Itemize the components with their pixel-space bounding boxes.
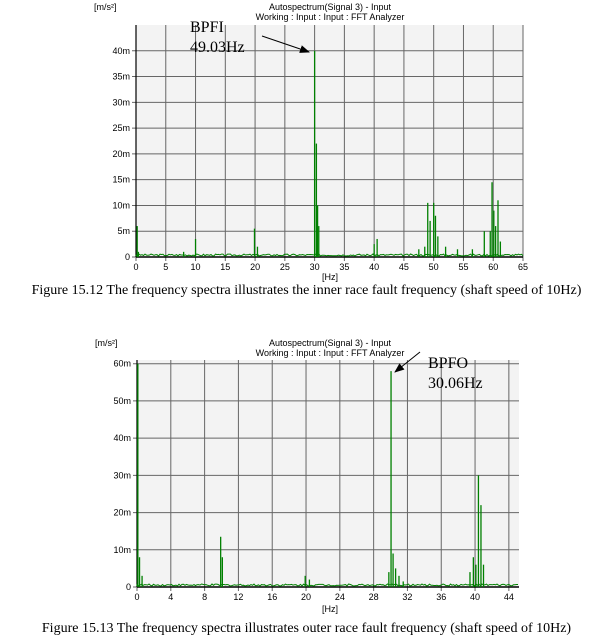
caption-figure-15-13: Figure 15.13 The frequency spectra illus…: [41, 621, 572, 636]
y-tick-label: 20m: [112, 149, 130, 159]
x-tick-label: 24: [335, 592, 345, 602]
chart-inner-race: 0 5 10 15 20 25 30 35 40 45 50 55 60 65 0 5m 10m 15m 20m 25…: [94, 2, 528, 282]
annotation-label: BPFO: [428, 355, 468, 372]
y-tick-label: 30m: [112, 97, 130, 107]
y-tick-label: 5m: [117, 226, 130, 236]
y-tick-label: 15m: [112, 175, 130, 185]
x-tick-label: 5: [163, 262, 168, 272]
y-tick-label: 50m: [113, 396, 131, 406]
x-tick-label: 15: [220, 262, 230, 272]
chart-title: Autospectrum(Signal 3) - Input: [269, 2, 392, 12]
x-tick-label: 40: [470, 592, 480, 602]
x-tick-label: 45: [399, 262, 409, 272]
y-tick-label: 35m: [112, 72, 130, 82]
plot-area: [136, 25, 523, 257]
x-tick-label: 8: [202, 592, 207, 602]
y-tick-label: 60m: [113, 359, 131, 369]
y-tick-label: 0: [125, 252, 130, 262]
annotation-label: BPFI: [190, 19, 224, 36]
y-tick-label: 10m: [112, 200, 130, 210]
x-tick-label: 55: [458, 262, 468, 272]
chart-subtitle: Working : Input : Input : FFT Analyzer: [256, 348, 405, 358]
y-tick-label: 20m: [113, 508, 131, 518]
y-tick-label: 40m: [113, 433, 131, 443]
x-axis-label: [Hz]: [322, 604, 338, 614]
x-tick-label: 44: [504, 592, 514, 602]
x-tick-label: 20: [301, 592, 311, 602]
x-tick-label: 20: [250, 262, 260, 272]
chart-outer-race: 0 4 8 12 16 20 24 28 32 36 40 44 0 10m 20m 30m 40m 50m 60m…: [95, 338, 519, 614]
plot-area: [137, 360, 519, 587]
annotation-frequency: 30.06Hz: [428, 375, 483, 392]
y-axis-label: [m/s²]: [94, 2, 117, 12]
x-axis-label: [Hz]: [322, 272, 338, 282]
y-tick-label: 0: [126, 582, 131, 592]
x-tick-label: 25: [280, 262, 290, 272]
x-tick-label: 10: [191, 262, 201, 272]
x-tick-label: 16: [267, 592, 277, 602]
x-tick-label: 35: [339, 262, 349, 272]
x-tick-label: 60: [488, 262, 498, 272]
caption-figure-15-12: Figure 15.12 The frequency spectra illus…: [31, 283, 582, 298]
x-tick-label: 4: [168, 592, 173, 602]
x-tick-label: 40: [369, 262, 379, 272]
x-tick-label: 30: [310, 262, 320, 272]
y-tick-label: 30m: [113, 470, 131, 480]
x-tick-label: 0: [134, 592, 139, 602]
chart-subtitle: Working : Input : Input : FFT Analyzer: [256, 12, 405, 22]
y-tick-label: 25m: [112, 123, 130, 133]
y-tick-label: 40m: [112, 46, 130, 56]
chart-title: Autospectrum(Signal 3) - Input: [269, 338, 392, 348]
x-tick-label: 65: [518, 262, 528, 272]
spectrum-baseline: [136, 583, 518, 587]
annotation-arrow: [261, 35, 310, 53]
y-axis-label: [m/s²]: [95, 338, 118, 348]
x-tick-label: 36: [436, 592, 446, 602]
x-tick-label: 28: [369, 592, 379, 602]
y-tick-label: 10m: [113, 545, 131, 555]
annotation-arrow: [394, 351, 421, 373]
x-tick-label: 12: [233, 592, 243, 602]
annotation-frequency: 49.03Hz: [190, 39, 245, 56]
x-tick-label: 50: [429, 262, 439, 272]
x-tick-label: 0: [133, 262, 138, 272]
x-tick-label: 32: [402, 592, 412, 602]
spectrum-baseline: [135, 253, 524, 257]
